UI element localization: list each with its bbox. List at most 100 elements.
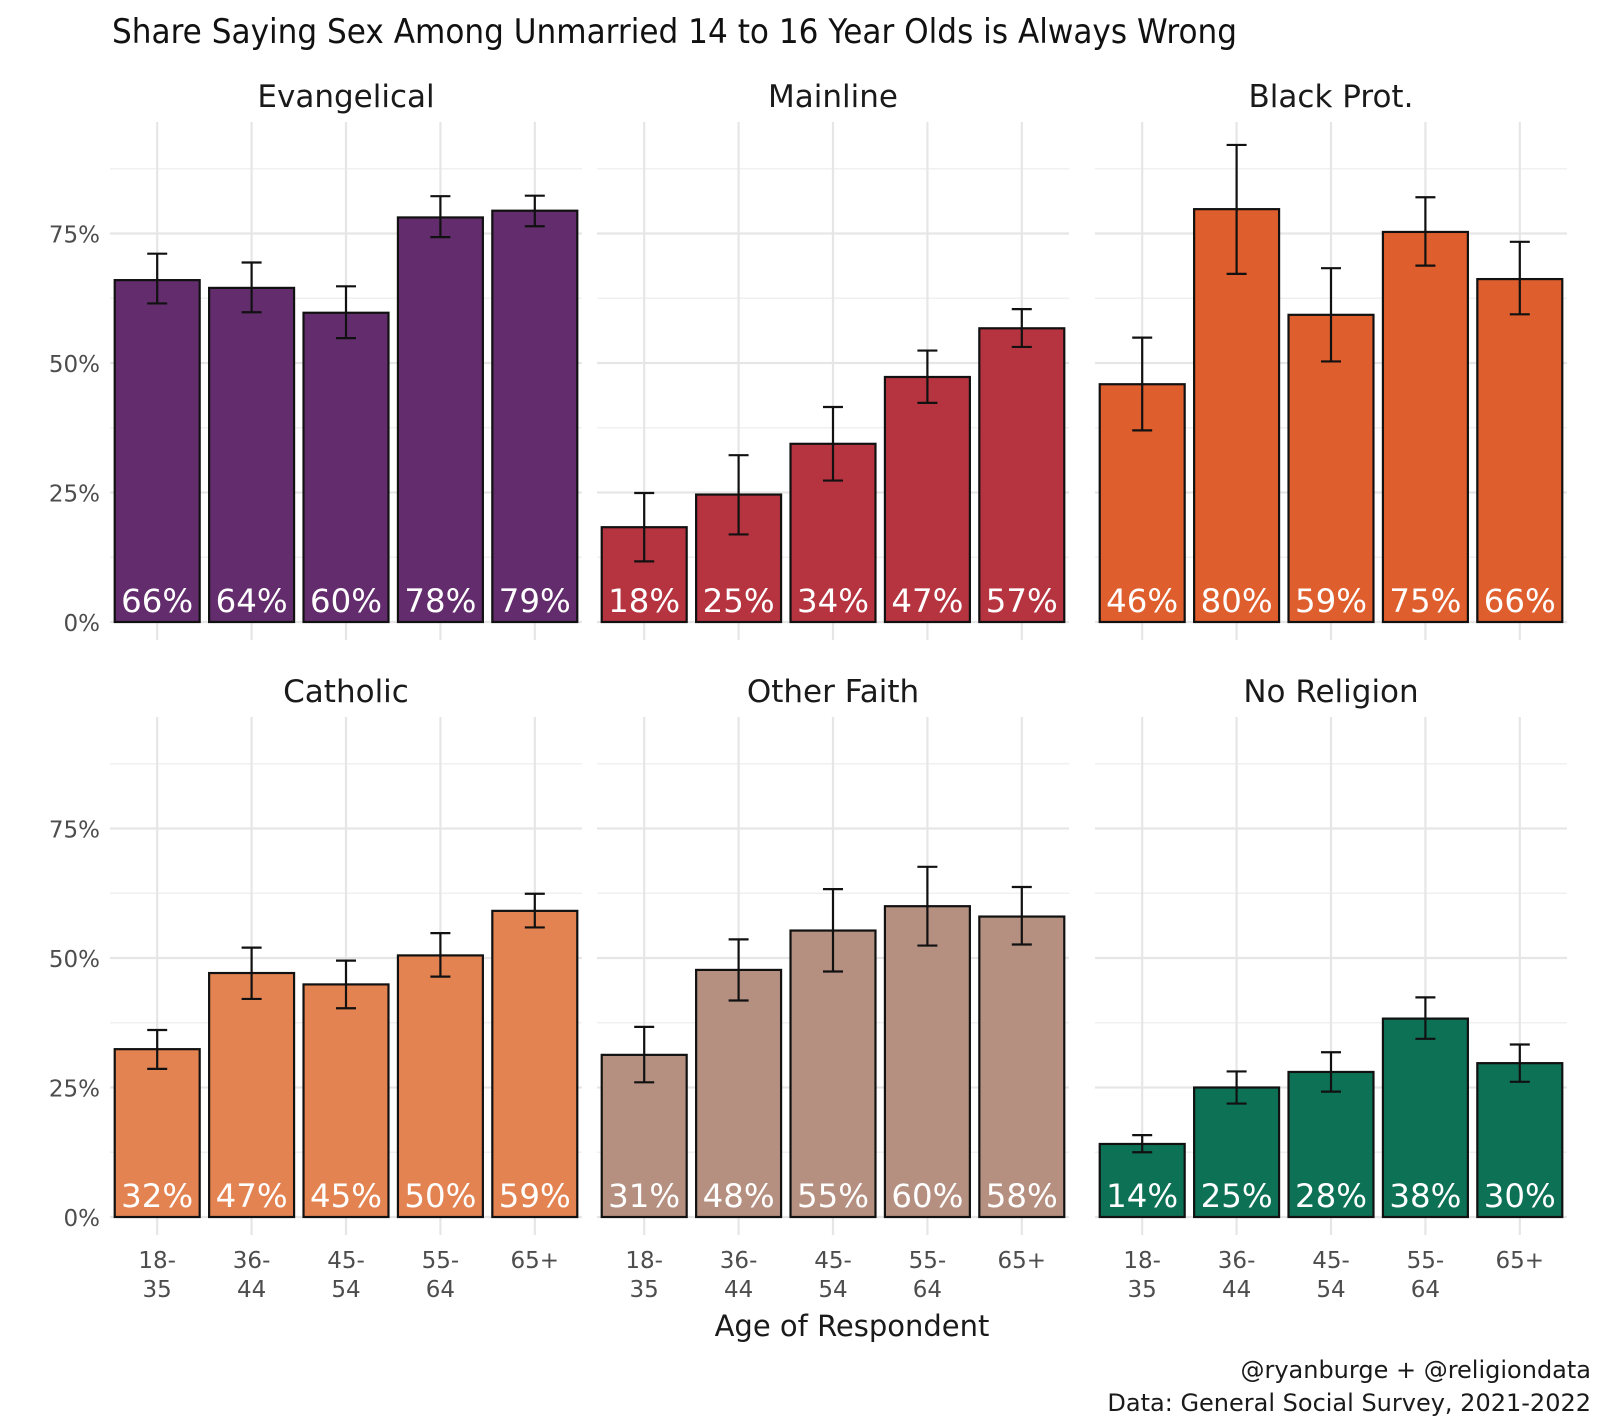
x-tick-label: 64: [1411, 1277, 1440, 1303]
data-label: 47%: [216, 1177, 288, 1215]
data-label: 18%: [608, 582, 680, 620]
bar: [302, 311, 390, 624]
bar: [491, 209, 579, 624]
x-tick-label: 65+: [511, 1248, 560, 1274]
data-label: 25%: [1201, 1177, 1273, 1215]
x-tick-label: 35: [143, 1277, 172, 1303]
x-tick-label: 55-: [422, 1248, 460, 1274]
data-label: 32%: [121, 1177, 193, 1215]
data-label: 58%: [986, 1177, 1058, 1215]
x-axis-title: Age of Respondent: [715, 1309, 990, 1343]
x-tick-label: 45-: [814, 1248, 852, 1274]
bar: [1381, 1017, 1469, 1219]
bar: [1193, 208, 1281, 624]
x-tick-label: 65+: [998, 1248, 1047, 1274]
x-tick-label: 55-: [1407, 1248, 1445, 1274]
data-label: 66%: [1484, 582, 1556, 620]
x-tick-label: 36-: [1218, 1248, 1256, 1274]
data-label: 50%: [404, 1177, 476, 1215]
bar: [883, 905, 971, 1219]
x-tick-label: 35: [630, 1277, 659, 1303]
x-tick-label: 36-: [720, 1248, 758, 1274]
data-label: 47%: [891, 582, 963, 620]
bar: [1476, 1062, 1564, 1219]
x-tick-label: 55-: [909, 1248, 947, 1274]
data-label: 48%: [703, 1177, 775, 1215]
bar: [1476, 277, 1564, 624]
x-tick-label: 44: [237, 1277, 266, 1303]
y-tick-label: 25%: [49, 482, 100, 508]
x-tick-label: 45-: [327, 1248, 365, 1274]
panel-title: No Religion: [1243, 674, 1418, 710]
bar: [208, 286, 296, 624]
x-tick-label: 54: [818, 1277, 847, 1303]
data-label: 25%: [703, 582, 775, 620]
data-label: 59%: [1295, 582, 1367, 620]
data-label: 34%: [797, 582, 869, 620]
data-label: 78%: [404, 582, 476, 620]
data-label: 66%: [121, 582, 193, 620]
y-tick-label: 0%: [64, 1206, 101, 1232]
bar: [978, 327, 1066, 624]
data-label: 60%: [310, 582, 382, 620]
data-label: 30%: [1484, 1177, 1556, 1215]
y-tick-label: 75%: [49, 818, 100, 844]
bar: [113, 279, 201, 624]
x-tick-label: 54: [1316, 1277, 1345, 1303]
data-label: 64%: [216, 582, 288, 620]
bar: [396, 216, 484, 624]
data-label: 45%: [310, 1177, 382, 1215]
x-tick-label: 44: [1222, 1277, 1251, 1303]
bar: [396, 954, 484, 1219]
data-label: 57%: [986, 582, 1058, 620]
data-label: 55%: [797, 1177, 869, 1215]
data-label: 31%: [608, 1177, 680, 1215]
bar: [978, 915, 1066, 1219]
data-label: 28%: [1295, 1177, 1367, 1215]
x-tick-label: 64: [426, 1277, 455, 1303]
bar: [491, 909, 579, 1219]
bar: [208, 971, 296, 1219]
panel-title: Other Faith: [747, 674, 919, 710]
data-label: 46%: [1106, 582, 1178, 620]
bar: [883, 375, 971, 624]
caption-source: Data: General Social Survey, 2021-2022: [1107, 1389, 1591, 1417]
panel-title: Mainline: [768, 79, 898, 115]
data-label: 60%: [891, 1177, 963, 1215]
bar: [789, 929, 877, 1219]
x-tick-label: 44: [724, 1277, 753, 1303]
panel-title: Black Prot.: [1249, 79, 1414, 115]
x-tick-label: 18-: [138, 1248, 176, 1274]
x-tick-label: 54: [331, 1277, 360, 1303]
data-label: 79%: [499, 582, 571, 620]
panel-title: Catholic: [283, 674, 409, 710]
x-tick-label: 45-: [1312, 1248, 1350, 1274]
y-tick-label: 75%: [49, 223, 100, 249]
x-tick-label: 64: [913, 1277, 942, 1303]
y-tick-label: 50%: [49, 947, 100, 973]
data-label: 80%: [1201, 582, 1273, 620]
bar: [695, 968, 783, 1219]
y-tick-label: 25%: [49, 1077, 100, 1103]
x-tick-label: 36-: [233, 1248, 271, 1274]
x-tick-label: 35: [1128, 1277, 1157, 1303]
bar: [1287, 1070, 1375, 1219]
x-tick-label: 18-: [1123, 1248, 1161, 1274]
bar: [113, 1048, 201, 1219]
chart-title: Share Saying Sex Among Unmarried 14 to 1…: [112, 12, 1237, 52]
panel-title: Evangelical: [257, 79, 434, 115]
bar: [1287, 313, 1375, 624]
data-label: 14%: [1106, 1177, 1178, 1215]
data-label: 59%: [499, 1177, 571, 1215]
x-tick-label: 65+: [1496, 1248, 1545, 1274]
caption-handle: @ryanburge + @religiondata: [1240, 1356, 1591, 1384]
y-tick-label: 0%: [64, 611, 101, 637]
bar: [1193, 1086, 1281, 1219]
y-tick-label: 50%: [49, 352, 100, 378]
bar: [302, 983, 390, 1219]
data-label: 38%: [1389, 1177, 1461, 1215]
data-label: 75%: [1389, 582, 1461, 620]
bar: [1381, 230, 1469, 624]
